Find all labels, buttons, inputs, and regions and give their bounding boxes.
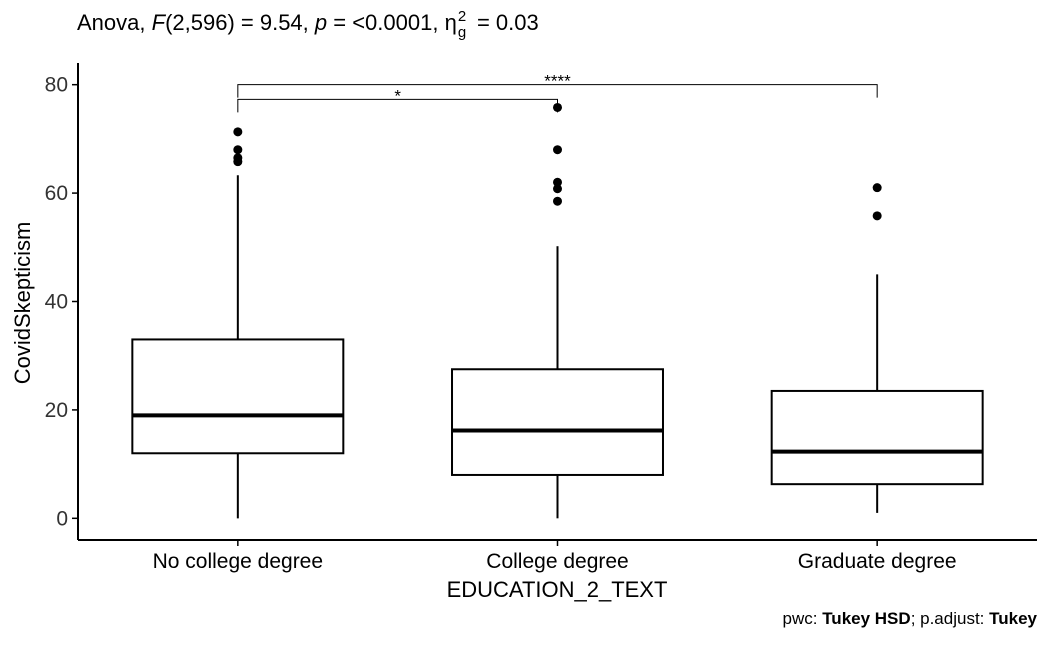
p-symbol: p — [314, 10, 328, 35]
outlier-point — [553, 177, 562, 187]
y-tick-label: 0 — [56, 507, 68, 530]
outlier-point — [872, 183, 882, 193]
outlier-point — [872, 211, 882, 221]
outlier-point — [553, 145, 562, 155]
box-group — [770, 183, 984, 513]
box-group — [131, 127, 345, 519]
x-tick-label: College degree — [486, 550, 628, 573]
box-iqr — [131, 338, 345, 455]
significance-bracket — [237, 98, 558, 113]
y-tick-label: 40 — [45, 291, 68, 314]
outlier-point — [553, 196, 562, 206]
y-tick-label: 60 — [45, 182, 68, 205]
x-tick-label: No college degree — [153, 550, 323, 573]
x-tick-label: Graduate degree — [798, 550, 957, 573]
outlier-point — [553, 184, 562, 194]
significance-label: * — [394, 86, 401, 105]
stat-symbol: F — [151, 10, 166, 35]
box-iqr — [770, 389, 984, 486]
chart-caption: pwc: Tukey HSD; p.adjust: Tukey — [782, 609, 1038, 628]
box-iqr — [451, 368, 664, 476]
effect-symbol: η — [444, 10, 457, 35]
significance-label: **** — [544, 72, 571, 91]
outlier-point — [233, 145, 243, 155]
box-group — [451, 102, 664, 519]
outlier-point — [233, 153, 243, 163]
y-tick-label: 80 — [45, 74, 68, 97]
y-tick-label: 20 — [45, 399, 68, 422]
outlier-point — [233, 127, 243, 137]
x-axis-title: EDUCATION_2_TEXT — [447, 577, 668, 602]
significance-bracket — [237, 84, 878, 98]
y-axis-title: CovidSkepticism — [10, 222, 35, 385]
